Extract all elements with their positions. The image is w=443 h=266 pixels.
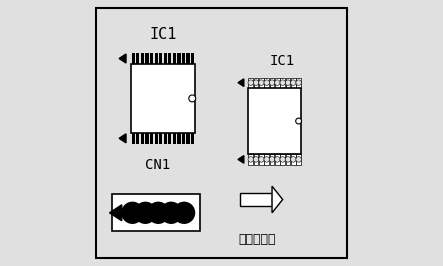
- Bar: [286, 154, 290, 164]
- Bar: [141, 133, 144, 144]
- Bar: [240, 193, 272, 206]
- Bar: [132, 53, 135, 64]
- Circle shape: [296, 118, 302, 124]
- Bar: [163, 133, 167, 144]
- Circle shape: [280, 80, 285, 85]
- Polygon shape: [272, 186, 283, 213]
- Circle shape: [264, 80, 269, 85]
- Circle shape: [275, 157, 280, 162]
- Bar: [182, 133, 185, 144]
- Bar: [168, 133, 171, 144]
- Circle shape: [189, 95, 196, 102]
- Bar: [177, 53, 181, 64]
- Bar: [296, 78, 301, 88]
- Bar: [259, 154, 264, 164]
- Bar: [291, 78, 295, 88]
- Circle shape: [264, 157, 269, 162]
- Bar: [168, 53, 171, 64]
- Bar: [159, 53, 162, 64]
- Circle shape: [253, 157, 259, 162]
- Circle shape: [248, 80, 253, 85]
- Bar: [173, 53, 176, 64]
- Bar: [191, 133, 194, 144]
- Circle shape: [285, 157, 291, 162]
- Bar: [187, 133, 190, 144]
- Bar: [296, 154, 301, 164]
- Circle shape: [134, 202, 156, 224]
- Circle shape: [275, 80, 280, 85]
- Bar: [259, 78, 264, 88]
- Circle shape: [121, 202, 144, 224]
- Bar: [249, 154, 253, 164]
- Bar: [150, 133, 153, 144]
- Bar: [280, 78, 285, 88]
- Text: CN1: CN1: [145, 158, 170, 172]
- Bar: [275, 154, 280, 164]
- Bar: [173, 133, 176, 144]
- Bar: [145, 133, 148, 144]
- Bar: [280, 154, 285, 164]
- Bar: [191, 53, 194, 64]
- Circle shape: [269, 80, 275, 85]
- Text: IC1: IC1: [149, 27, 177, 42]
- Bar: [136, 53, 140, 64]
- Polygon shape: [119, 134, 126, 143]
- Circle shape: [259, 80, 264, 85]
- Polygon shape: [119, 54, 126, 63]
- Circle shape: [296, 157, 301, 162]
- Bar: [131, 64, 195, 133]
- Bar: [155, 133, 158, 144]
- Bar: [248, 88, 301, 154]
- Bar: [159, 133, 162, 144]
- Circle shape: [147, 202, 169, 224]
- Bar: [270, 78, 274, 88]
- Bar: [163, 53, 167, 64]
- Bar: [249, 78, 253, 88]
- Bar: [132, 133, 135, 144]
- Bar: [254, 78, 258, 88]
- Circle shape: [248, 157, 253, 162]
- Circle shape: [253, 80, 259, 85]
- Bar: [182, 53, 185, 64]
- Circle shape: [160, 202, 183, 224]
- Bar: [291, 154, 295, 164]
- Bar: [254, 154, 258, 164]
- Bar: [136, 133, 140, 144]
- Text: IC1: IC1: [270, 54, 295, 68]
- Circle shape: [259, 157, 264, 162]
- Polygon shape: [238, 79, 244, 86]
- Text: 过波峰方向: 过波峰方向: [239, 233, 276, 246]
- Circle shape: [291, 157, 296, 162]
- Bar: [286, 78, 290, 88]
- Bar: [145, 53, 148, 64]
- Circle shape: [296, 80, 301, 85]
- Bar: [275, 78, 280, 88]
- Bar: [150, 53, 153, 64]
- Bar: [141, 53, 144, 64]
- Circle shape: [280, 157, 285, 162]
- Bar: [264, 78, 269, 88]
- Circle shape: [173, 202, 195, 224]
- Bar: [187, 53, 190, 64]
- Polygon shape: [109, 205, 122, 221]
- Bar: [155, 53, 158, 64]
- Circle shape: [285, 80, 291, 85]
- Circle shape: [269, 157, 275, 162]
- Bar: [177, 133, 181, 144]
- Bar: [113, 194, 200, 231]
- Polygon shape: [238, 156, 244, 163]
- Bar: [270, 154, 274, 164]
- Circle shape: [291, 80, 296, 85]
- Bar: [264, 154, 269, 164]
